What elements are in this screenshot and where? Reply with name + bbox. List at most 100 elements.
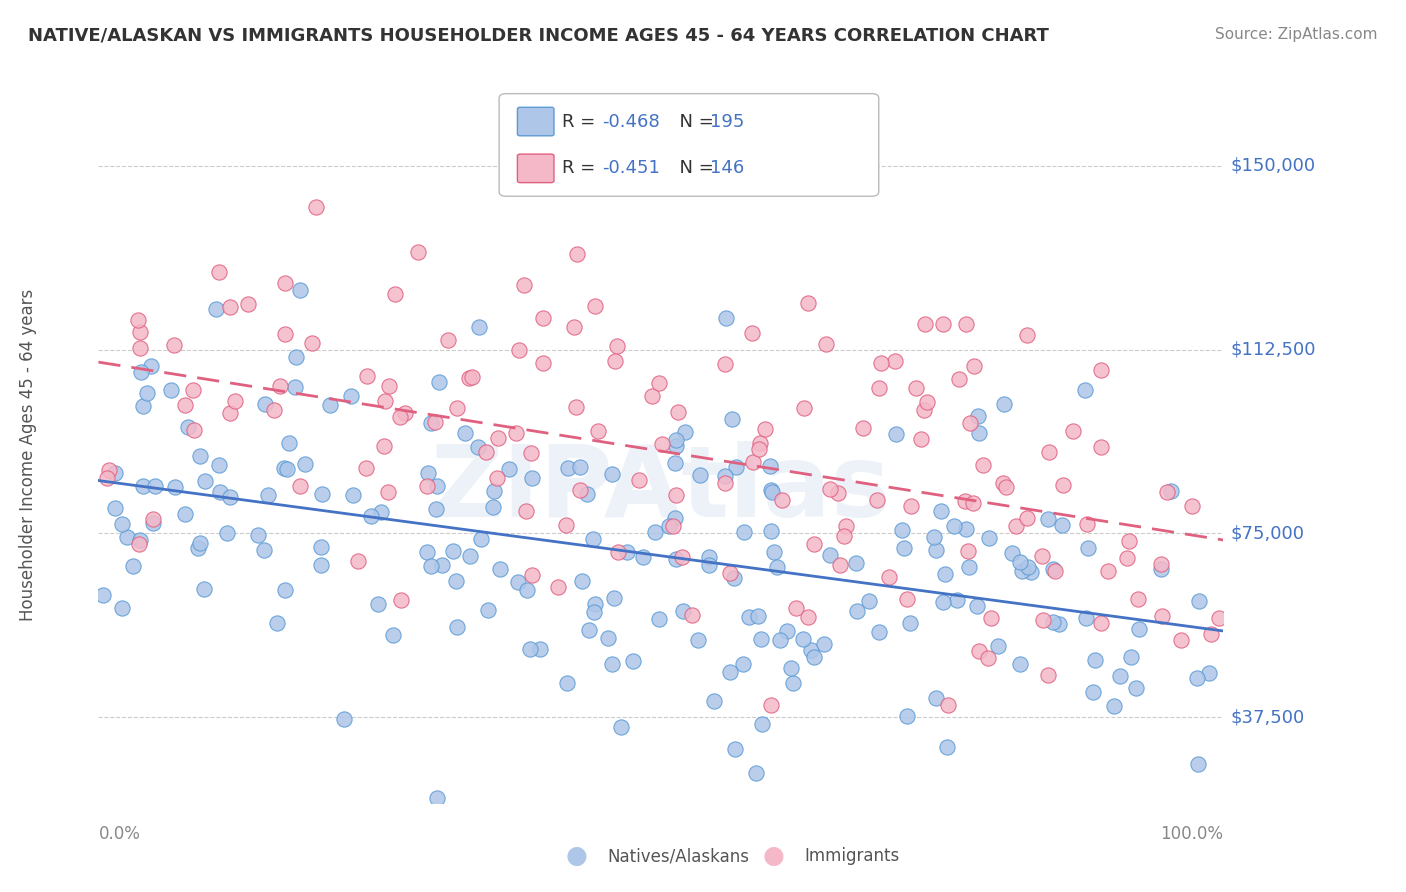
Point bbox=[143, 479, 166, 493]
Point bbox=[898, 615, 921, 630]
Point bbox=[416, 466, 439, 480]
Point bbox=[647, 376, 669, 390]
Point bbox=[664, 511, 686, 525]
Point bbox=[662, 518, 685, 533]
Point bbox=[274, 327, 297, 342]
Point bbox=[1038, 511, 1060, 525]
Point bbox=[912, 402, 935, 417]
Point bbox=[738, 610, 761, 624]
Point bbox=[498, 462, 520, 476]
Point bbox=[436, 333, 458, 347]
Point bbox=[305, 200, 328, 214]
Point bbox=[664, 456, 686, 470]
Point bbox=[925, 690, 948, 705]
Point bbox=[977, 532, 1000, 546]
Point bbox=[205, 302, 228, 317]
Point bbox=[531, 356, 554, 370]
Point bbox=[342, 488, 364, 502]
Point bbox=[966, 599, 988, 613]
Point bbox=[733, 524, 755, 539]
Point bbox=[513, 278, 536, 293]
Point bbox=[946, 593, 969, 607]
Point bbox=[340, 389, 363, 403]
Point bbox=[1119, 650, 1142, 665]
Point bbox=[914, 317, 936, 331]
Point bbox=[957, 559, 980, 574]
Point bbox=[932, 318, 955, 332]
Point bbox=[183, 423, 205, 437]
Point bbox=[963, 359, 986, 373]
Point bbox=[485, 471, 508, 485]
Point bbox=[768, 632, 790, 647]
Point bbox=[900, 499, 922, 513]
Point bbox=[1097, 564, 1119, 578]
Point bbox=[1109, 669, 1132, 683]
Point bbox=[803, 537, 825, 551]
Point bbox=[1062, 425, 1084, 439]
Point bbox=[208, 458, 231, 473]
Point bbox=[309, 558, 332, 572]
Point bbox=[128, 537, 150, 551]
Point bbox=[389, 410, 412, 425]
Point bbox=[1017, 560, 1039, 574]
Point bbox=[697, 558, 720, 572]
Point bbox=[588, 424, 610, 438]
Point bbox=[724, 460, 747, 475]
Point bbox=[273, 277, 295, 291]
Point bbox=[891, 524, 914, 538]
Point bbox=[991, 476, 1014, 491]
Point bbox=[884, 426, 907, 441]
Point bbox=[600, 657, 623, 671]
Point bbox=[384, 286, 406, 301]
Point bbox=[606, 339, 628, 353]
Point bbox=[104, 501, 127, 516]
Point bbox=[972, 458, 994, 472]
Point bbox=[453, 425, 475, 440]
Point bbox=[578, 624, 600, 638]
Point bbox=[813, 637, 835, 651]
Point bbox=[934, 567, 956, 582]
Point bbox=[374, 393, 396, 408]
Point bbox=[1090, 440, 1112, 454]
Point bbox=[519, 446, 541, 460]
Point bbox=[800, 642, 823, 657]
Point bbox=[285, 350, 308, 364]
Point bbox=[159, 384, 181, 398]
Point bbox=[583, 597, 606, 611]
Point bbox=[904, 381, 927, 395]
Point bbox=[747, 608, 769, 623]
Point bbox=[132, 400, 155, 414]
Point bbox=[301, 335, 323, 350]
Point bbox=[486, 431, 509, 445]
Point bbox=[460, 549, 482, 564]
Point bbox=[1042, 615, 1064, 629]
Point bbox=[596, 632, 619, 646]
Point bbox=[218, 300, 240, 314]
Point bbox=[955, 522, 977, 536]
Text: ZIPAtlas: ZIPAtlas bbox=[430, 442, 891, 538]
Point bbox=[1187, 671, 1209, 685]
Point bbox=[763, 545, 786, 559]
Point bbox=[288, 479, 311, 493]
Point bbox=[1156, 485, 1178, 500]
Point bbox=[731, 657, 754, 672]
Point bbox=[520, 568, 543, 582]
Point bbox=[1150, 608, 1173, 623]
Point bbox=[814, 337, 837, 351]
Point bbox=[689, 468, 711, 483]
Point bbox=[489, 562, 512, 576]
Point bbox=[508, 574, 530, 589]
Point bbox=[1008, 555, 1031, 569]
Point bbox=[129, 533, 152, 547]
Point bbox=[430, 558, 453, 572]
Point bbox=[257, 488, 280, 502]
Point bbox=[1043, 565, 1066, 579]
Point bbox=[948, 372, 970, 386]
Point bbox=[621, 654, 644, 668]
Point bbox=[470, 532, 492, 546]
Point bbox=[714, 310, 737, 325]
Point bbox=[131, 479, 153, 493]
Point bbox=[568, 483, 591, 497]
Point bbox=[797, 609, 820, 624]
Point bbox=[1077, 541, 1099, 556]
